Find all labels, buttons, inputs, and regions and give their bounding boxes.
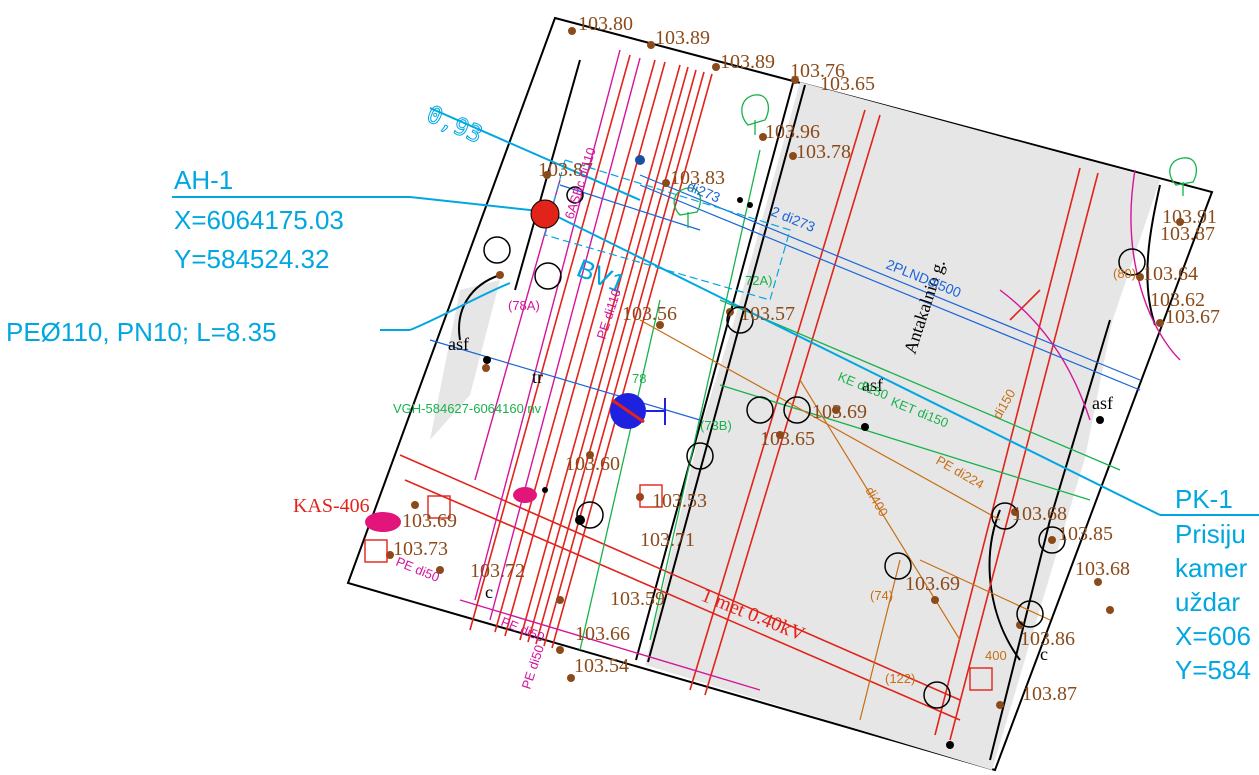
kas-cabinet-icon <box>365 512 401 532</box>
elevation-label: 103.69 <box>905 573 960 595</box>
elevation-label: 103.96 <box>765 121 820 143</box>
point-number: 78 <box>632 371 646 386</box>
dimension-label: 0,93 <box>423 100 487 149</box>
transformer-label: tr <box>532 367 543 387</box>
elevation-label: 103.54 <box>574 655 629 677</box>
point-number: (73B) <box>700 418 732 433</box>
elevation-label: 103.73 <box>393 538 448 560</box>
pk1-line3: uždar <box>1175 587 1240 617</box>
gas-fitting-icon <box>513 487 537 503</box>
sewer-lines <box>429 174 1141 421</box>
elevation-labels: 103.80 103.89 103.89 103.76 103.65 103.9… <box>393 13 1220 705</box>
road-area-left <box>430 280 500 440</box>
asphalt-label: asf <box>448 334 469 354</box>
vgh-label: VGH-584627-6064160 nv <box>393 401 542 416</box>
elevation-label: 103.71 <box>640 529 695 551</box>
pk1-title: PK-1 <box>1175 484 1233 514</box>
elevation-label: 103.68 <box>1012 503 1067 525</box>
elevation-label: 103.64 <box>1143 263 1198 285</box>
pipe-spec-label: PEØ110, PN10; L=8.35 <box>6 317 277 347</box>
callout-leaders <box>172 107 1259 516</box>
pk1-line4: X=606 <box>1175 621 1251 651</box>
ah1-title: AH-1 <box>174 165 233 195</box>
elevation-label: 103.65 <box>760 428 815 450</box>
bv1-valve-bar <box>611 398 645 424</box>
pk1-line2: kamer <box>1175 553 1248 583</box>
elevation-label: 103.57 <box>740 303 795 325</box>
elevation-label: 103.72 <box>470 560 525 582</box>
cover-label: c <box>485 582 493 602</box>
ah1-hydrant-icon <box>530 199 560 229</box>
elevation-label: 103.65 <box>820 73 875 95</box>
manhole-symbols <box>483 186 1146 709</box>
elevation-label: 103.78 <box>796 141 851 163</box>
elevation-label: 103.80 <box>578 13 633 35</box>
elevation-label: 103.69 <box>402 510 457 532</box>
elevation-label: 103.59 <box>610 588 665 610</box>
asphalt-label: asf <box>1092 393 1113 413</box>
asphalt-label: asf <box>862 375 883 395</box>
elevation-label: 103.68 <box>1075 558 1130 580</box>
telecom-lines <box>579 149 1121 651</box>
elevation-label: 103.62 <box>1150 289 1205 311</box>
elevation-label: 103.67 <box>1165 306 1220 328</box>
point-number: (80) <box>1113 266 1136 281</box>
pk1-line1: Prisiju <box>1175 519 1246 549</box>
elevation-label: 103.85 <box>1058 523 1113 545</box>
water-pipe-label: PE di50 <box>519 643 547 691</box>
ah1-y-coordinate: Y=584524.32 <box>174 244 329 274</box>
tree-icons <box>673 94 1197 228</box>
elevation-label: 103.60 <box>565 453 620 475</box>
elevation-label: 103.76 <box>790 60 845 82</box>
elevation-label: 103.56 <box>622 303 677 325</box>
cover-label: c <box>1040 644 1048 664</box>
elevation-label: 103.53 <box>652 490 707 512</box>
elevation-label: 103.87 <box>1160 223 1215 245</box>
elevation-label: 103.87 <box>538 159 593 181</box>
point-number: (122) <box>885 671 915 686</box>
elevation-label: 103.69 <box>812 401 867 423</box>
kas-cabinet-label: KAS-406 <box>293 495 370 517</box>
elevation-label: 103.66 <box>575 623 630 645</box>
ah1-x-coordinate: X=6064175.03 <box>174 205 344 235</box>
elevation-label: 103.91 <box>1162 206 1217 228</box>
elevation-label: 103.89 <box>655 27 710 49</box>
heat-lines <box>639 319 1051 721</box>
pk1-line5: Y=584 <box>1175 655 1251 685</box>
survey-points <box>386 27 1184 709</box>
valve-symbols <box>364 484 993 691</box>
point-number: 400 <box>985 648 1007 663</box>
elevation-label: 103.83 <box>670 167 725 189</box>
elevation-label: 103.87 <box>1022 683 1077 705</box>
point-number: (78A) <box>508 298 540 313</box>
point-number: (74) <box>870 588 893 603</box>
point-number: 72A) <box>745 273 772 288</box>
elevation-label: 103.86 <box>1020 628 1075 650</box>
elevation-label: 103.89 <box>720 51 775 73</box>
